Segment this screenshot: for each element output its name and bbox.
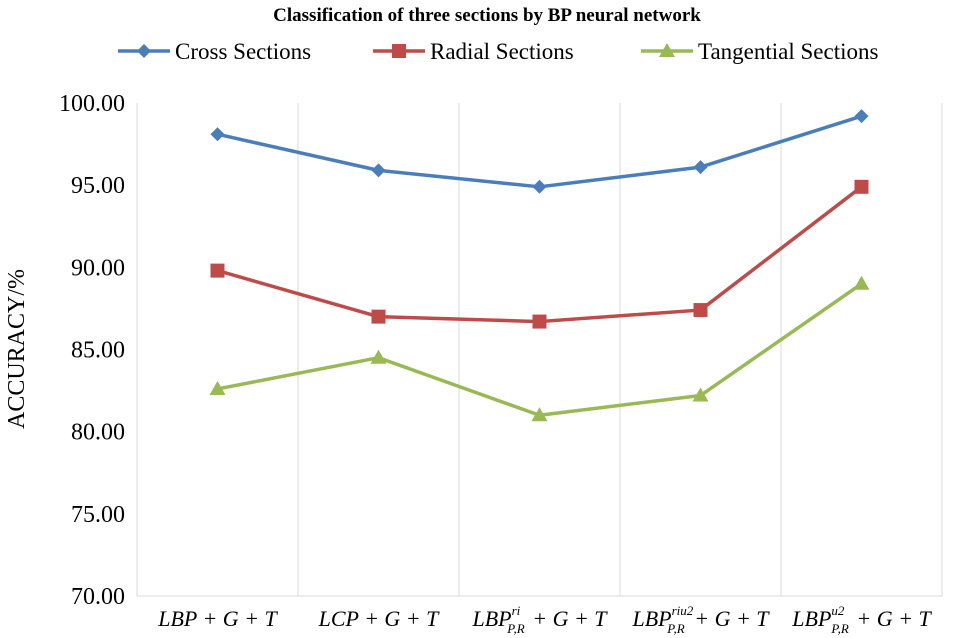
x-axis-categories: LBP + G + T LCP + G + T LBPri P,R + G + T LB… <box>157 603 932 636</box>
legend-item: Radial Sections <box>373 39 574 64</box>
legend-item: Cross Sections <box>118 39 311 64</box>
legend-marker <box>392 44 406 58</box>
x-category-label: LBPriu2 P,R + G + T <box>631 603 770 636</box>
legend-item: Tangential Sections <box>641 39 878 64</box>
legend-marker <box>137 44 151 58</box>
data-point <box>210 263 225 278</box>
data-point <box>693 160 708 175</box>
y-tick-label: 75.00 <box>71 502 125 528</box>
series-2 <box>210 179 869 329</box>
y-tick-label: 90.00 <box>71 255 125 281</box>
y-tick-label: 70.00 <box>71 584 125 610</box>
series-1 <box>210 109 869 194</box>
data-point <box>853 275 870 290</box>
x-category-label: LBPri P,R + G + T <box>471 603 608 636</box>
y-tick-label: 95.00 <box>71 173 125 199</box>
x-category-label: LCP + G + T <box>318 606 441 631</box>
series-group <box>209 109 870 422</box>
legend-label: Cross Sections <box>175 39 311 64</box>
chart-title: Classification of three sections by BP n… <box>273 5 701 26</box>
data-point <box>370 349 387 364</box>
legend: Cross Sections Radial Sections Tangential … <box>118 39 878 64</box>
legend-marker <box>659 43 675 57</box>
y-axis-ticks: 70.00 75.00 80.00 85.00 90.00 95.00 100.00 <box>59 91 125 610</box>
legend-label: Radial Sections <box>430 39 574 64</box>
data-point <box>371 163 386 178</box>
data-point <box>854 109 869 124</box>
data-point <box>693 303 708 318</box>
x-category-label: LBP + G + T <box>157 606 278 631</box>
series-line <box>217 282 863 417</box>
data-point <box>210 127 225 142</box>
series-line <box>217 185 863 324</box>
data-point <box>371 309 386 324</box>
data-point <box>531 407 548 422</box>
data-point <box>532 179 547 194</box>
y-axis-label: ACCURACY/% <box>4 269 30 429</box>
y-tick-label: 85.00 <box>71 338 125 364</box>
y-tick-label: 100.00 <box>59 91 125 117</box>
data-point <box>532 314 547 329</box>
grid <box>136 103 943 597</box>
legend-label: Tangential Sections <box>698 39 878 64</box>
x-category-label: LBPu2 P,R + G + T <box>791 603 932 636</box>
data-point <box>854 179 869 194</box>
series-3 <box>209 275 870 422</box>
data-point <box>209 380 226 395</box>
series-line <box>217 114 863 189</box>
y-tick-label: 80.00 <box>71 420 125 446</box>
data-point <box>692 387 709 402</box>
